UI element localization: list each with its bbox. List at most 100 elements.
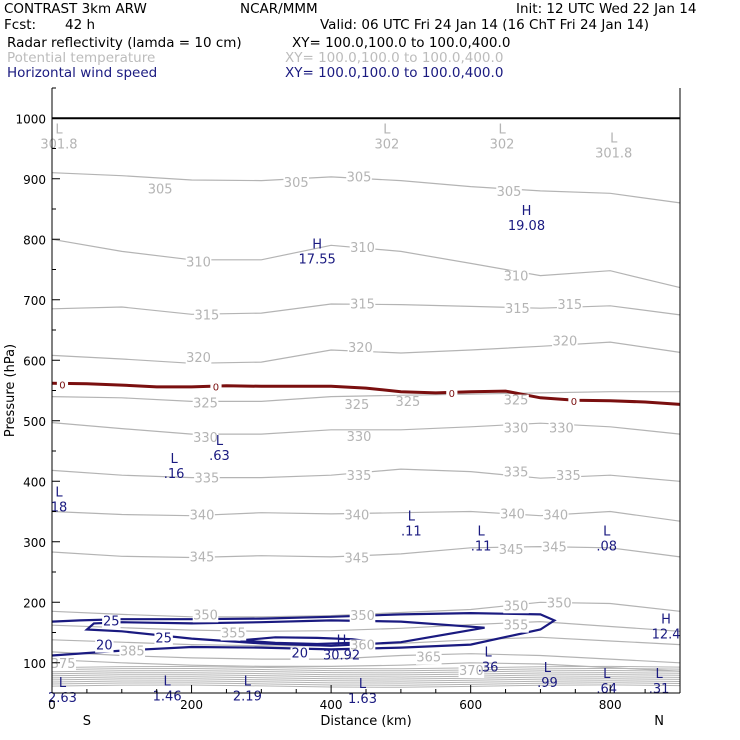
isentrope-label: 335 [347,469,372,484]
isentrope-label: 375 [51,657,76,672]
isentrope-label: 340 [345,509,370,524]
wind-contour-label: 25 [155,631,172,646]
isentrope-label: 310 [350,241,375,256]
y-tick-label: 400 [23,475,46,489]
wind-extremum-value: .99 [537,676,558,691]
theta-extremum-marker: L [55,122,63,137]
zero-contour-label: 0 [449,389,455,400]
legend-xy-wind: XY= 100.0,100.0 to 100.0,400.0 [285,65,504,81]
wind-extremum-marker: L [408,510,416,525]
isentrope-label: 335 [556,469,581,484]
isentrope-label: 315 [350,297,375,312]
isentrope-325 [51,391,680,402]
isentrope-label-bg [119,645,146,659]
isentrope-label-bg [283,176,310,190]
isentrope-label: 340 [543,509,568,524]
y-tick-label: 300 [23,536,46,550]
isentrope-label: 330 [504,421,529,436]
forecast-label: Fcst: [4,17,37,33]
isentrope-365 [51,651,681,664]
isentrope-label-bg [542,509,569,523]
isentrope-label-bg [503,466,529,480]
isentrope-label-bg [349,242,376,256]
wind-contour-label: 25 [103,614,120,629]
isentrope-label: 355 [221,627,246,642]
isentrope-label-bg [50,657,76,671]
isentrope-330 [51,422,681,435]
theta-extremum-marker: L [498,122,506,137]
isentrope-upper [51,678,681,682]
isentrope-label: 385 [120,645,145,660]
x-tick-label: 600 [459,698,482,712]
isentrope-label: 330 [549,421,574,436]
zero-contour-label-bg [56,378,69,392]
isentrope-label: 325 [395,395,420,410]
isentrope-label-bg [192,397,219,411]
isentrope-label: 325 [504,394,529,409]
isentrope-355 [51,620,681,632]
isentrope-upper [51,669,681,674]
wind-extremum-marker: L [484,646,492,661]
isentrope-label-bg [349,298,376,312]
model-title: CONTRAST 3km ARW [4,1,147,17]
wind-extremum-value: 12.4 [652,627,681,642]
isentrope-label-bg [496,185,522,199]
wind-extremum-value: 2.19 [233,690,262,705]
isentrope-370 [51,659,681,672]
y-tick-label: 500 [23,415,46,429]
isentrope-label-bg [189,551,215,565]
legend-xy-reflectivity: XY= 100.0,100.0 to 100.0,400.0 [292,35,511,51]
y-axis-title: Pressure (hPa) [3,344,18,437]
wind-extremum-marker: L [244,675,252,690]
isentrope-upper [51,672,681,676]
isentrope-label: 335 [194,472,219,487]
isentrope-upper [51,680,681,684]
x-tick-label: 0 [48,698,56,712]
isentrope-label: 340 [190,509,215,524]
isentrope-label-bg [555,470,582,484]
isentrope-label-bg [349,639,376,653]
isentrope-label: 350 [547,596,572,611]
valid-time: Valid: 06 UTC Fri 24 Jan 14 (16 ChT Fri … [320,17,649,33]
theta-extremum-value: 302 [375,137,400,152]
direction-label-south: S [83,714,91,729]
wind-extremum-value: 2.63 [48,691,77,706]
wind-extremum-marker: H [337,634,347,649]
x-tick-label: 200 [180,698,203,712]
wind-contour-label: 20 [96,639,113,654]
isentrope-label: 360 [350,639,375,654]
x-tick-label: 800 [599,698,622,712]
wind-extremum-value: 17.55 [299,252,336,267]
isentrope-label-bg [220,627,247,641]
isentrope-label-bg [346,430,372,444]
theta-extremum-value: 302 [490,137,515,152]
zero-contour-label: 0 [571,397,577,408]
wind-extremum-value: 18 [51,500,68,515]
isentrope-label-bg [346,171,372,185]
isentrope-label: 345 [345,551,370,566]
y-tick-label: 600 [23,354,46,368]
isentrope-label: 330 [193,431,218,446]
contour-labels: 305 305 305 305 310 310 310 315 315 315 315 320 320 3… [40,122,680,707]
isentrope-label-bg [185,352,212,366]
isentrope-label: 305 [284,176,309,191]
isentrope-label: 325 [345,398,370,413]
isentrope-upper [51,674,681,678]
zero-contour-label: 0 [213,382,219,393]
isentrope-label: 350 [350,609,375,624]
isentrope-label: 305 [148,182,173,197]
isentrope-label: 320 [348,341,373,356]
zero-contour-label-bg [210,380,222,394]
wind-extremum-marker: L [544,661,552,676]
isentrope-upper [51,667,681,672]
isentrope-label-bg [416,651,442,665]
zero-contour-label-bg [568,394,580,408]
isentrope-label-bg [546,597,573,611]
wind-extremum-marker: L [164,675,172,690]
isentrope-label-bg [349,609,376,623]
wind-extremum-value: .08 [596,540,617,555]
x-tick-label: 400 [320,698,343,712]
direction-label-north: N [654,714,664,729]
wind-extremum-marker: H [312,237,322,252]
